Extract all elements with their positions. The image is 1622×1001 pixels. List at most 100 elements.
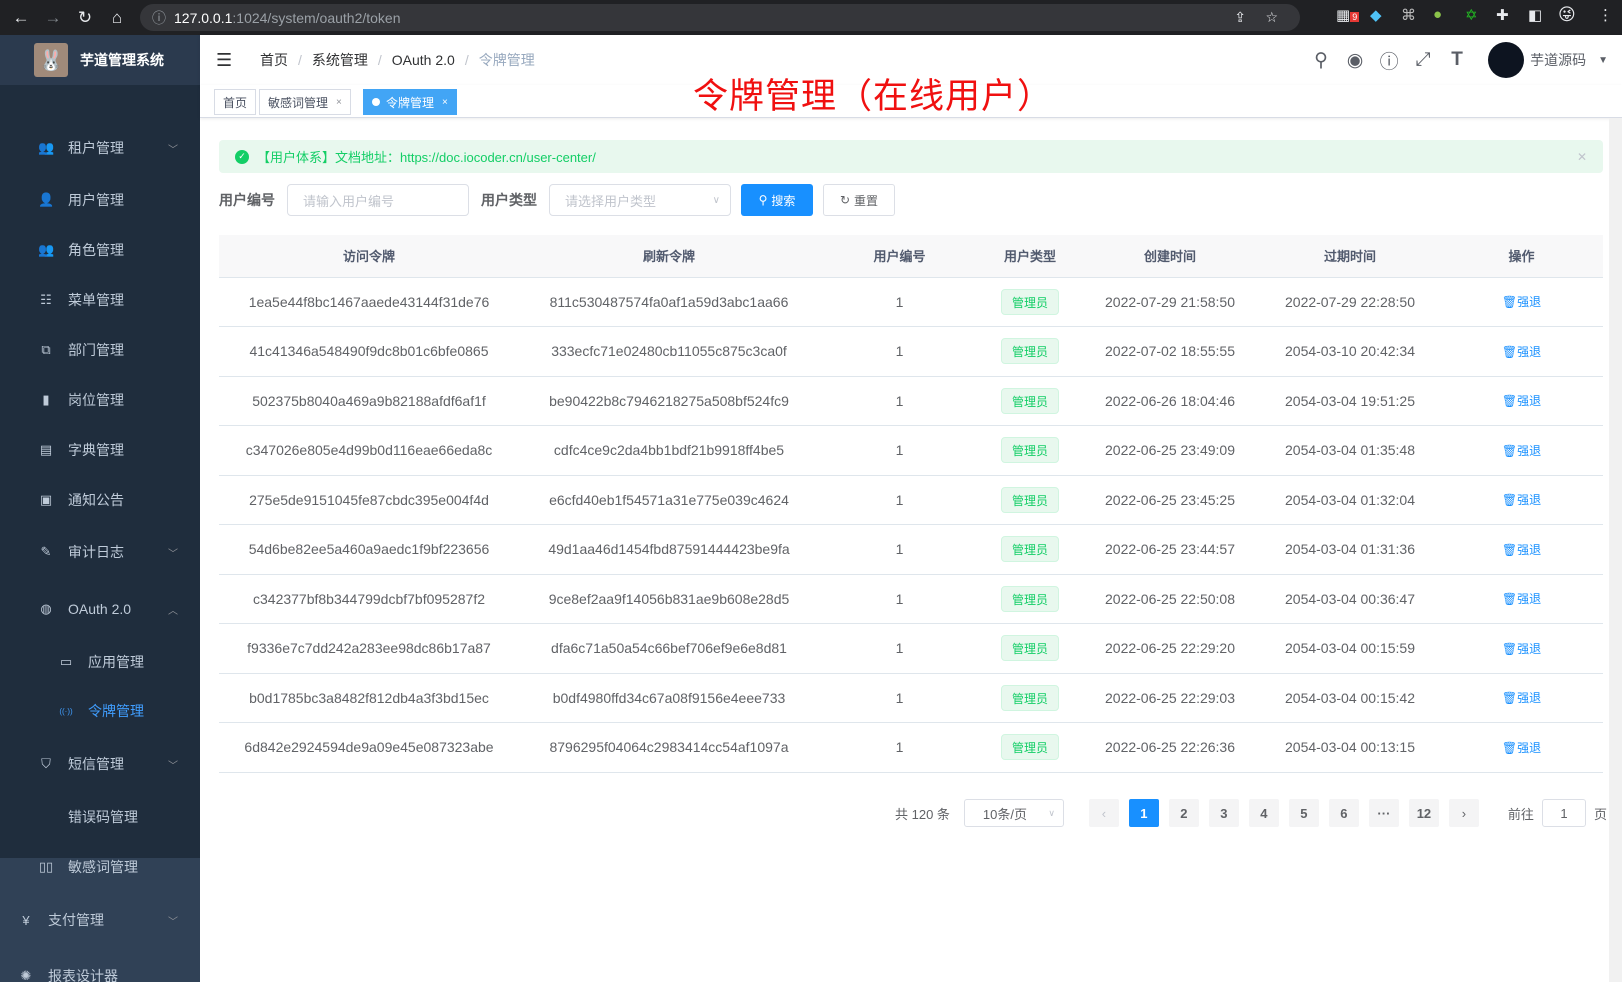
page-button[interactable]: 3: [1208, 799, 1239, 827]
sidebar-item-4[interactable]: ⧉ 部门管理: [0, 325, 200, 375]
cell: 2054-03-04 01:35:48: [1260, 425, 1440, 476]
sidebar-item-14[interactable]: ▯▯ 敏感词管理: [0, 842, 200, 892]
close-icon[interactable]: ✕: [1576, 149, 1587, 164]
breadcrumb-oauth[interactable]: OAuth 2.0: [391, 52, 455, 68]
sidebar-item-7[interactable]: ▣ 通知公告: [0, 475, 200, 525]
cell: 1: [819, 722, 980, 773]
sms-icon: ⛉: [41, 756, 51, 771]
page-size-select[interactable]: 10条/页 ∨: [963, 799, 1064, 827]
cell: 275e5de9151045fe87cbdc395e004f4d: [219, 475, 519, 525]
sidebar-item-5[interactable]: ▮ 岗位管理: [0, 375, 200, 425]
cell: 2022-06-25 23:45:25: [1080, 475, 1260, 525]
tag-sensitive-word[interactable]: 敏感词管理 ×: [259, 89, 351, 115]
sidebar-item-8[interactable]: ✎ 审计日志 ﹀: [0, 527, 200, 577]
page-button[interactable]: 12: [1408, 799, 1439, 827]
caret-down-icon[interactable]: ▼: [1598, 54, 1608, 66]
chevron-down-icon: ﹀: [168, 760, 178, 772]
page-size-value: 10条/页: [982, 806, 1027, 822]
back-icon[interactable]: ←: [12, 7, 30, 27]
user-id-input[interactable]: 请输入用户编号: [287, 184, 469, 216]
page-button[interactable]: 4: [1248, 799, 1279, 827]
action-cell: 🗑强退: [1440, 326, 1603, 377]
page-button[interactable]: 1: [1128, 799, 1159, 827]
sidebar-item-9[interactable]: ◍ OAuth 2.0 ︿: [0, 584, 200, 634]
sidebar-item-1[interactable]: 👤 用户管理: [0, 175, 200, 225]
tag-token[interactable]: 令牌管理 ×: [363, 89, 457, 115]
sidebar-item-10[interactable]: ▭ 应用管理: [0, 637, 200, 687]
search-icon: ⚲: [758, 193, 768, 207]
command-extension-icon[interactable]: ⌘: [1401, 7, 1416, 24]
force-logout-link[interactable]: 🗑强退: [1502, 592, 1541, 606]
force-logout-link[interactable]: 🗑强退: [1502, 295, 1541, 309]
search-button[interactable]: ⚲ 搜索: [741, 184, 813, 216]
hamburger-icon[interactable]: ☰: [216, 49, 233, 70]
cell: 管理员: [980, 277, 1080, 327]
sidebar-item-13[interactable]: 错误码管理: [0, 792, 200, 842]
breadcrumb-system[interactable]: 系统管理: [311, 52, 368, 68]
page-button[interactable]: 6: [1328, 799, 1359, 827]
avatar[interactable]: [1488, 42, 1525, 78]
cell: 1: [819, 277, 980, 327]
force-logout-link[interactable]: 🗑强退: [1502, 345, 1541, 359]
next-page-button[interactable]: ›: [1448, 799, 1479, 827]
user-type-badge: 管理员: [1000, 684, 1059, 711]
force-logout-link[interactable]: 🗑强退: [1502, 642, 1541, 656]
sidebar-item-12[interactable]: ⛉ 短信管理 ﹀: [0, 739, 200, 789]
star-icon[interactable]: ☆: [1265, 9, 1278, 25]
sidebar-item-2[interactable]: 👥 角色管理: [0, 225, 200, 275]
page-button[interactable]: 2: [1168, 799, 1199, 827]
fullscreen-icon[interactable]: ⤢: [1415, 49, 1431, 70]
cell: 管理员: [980, 475, 1080, 525]
cell: 2022-06-25 22:29:03: [1080, 673, 1260, 723]
gem-extension-icon[interactable]: ◆: [1370, 7, 1382, 24]
sidebar-item-3[interactable]: ☷ 菜单管理: [0, 275, 200, 325]
force-logout-link[interactable]: 🗑强退: [1502, 691, 1541, 705]
alert-text[interactable]: 【用户体系】文档地址：https://doc.iocoder.cn/user-c…: [257, 150, 596, 165]
sidepanel-icon[interactable]: ◧: [1528, 7, 1543, 24]
user-type-badge: 管理员: [1000, 536, 1059, 563]
sidebar-item-11[interactable]: ((·)) 令牌管理: [0, 686, 200, 736]
star-extension-icon[interactable]: ✡: [1465, 7, 1478, 24]
force-logout-link[interactable]: 🗑强退: [1502, 444, 1541, 458]
profile-avatar[interactable]: 😜: [1558, 5, 1576, 24]
post-icon: ▮: [42, 392, 50, 407]
sidebar-logo[interactable]: 🐰 芋道管理系统: [0, 35, 200, 85]
share-icon[interactable]: ⇪: [1234, 9, 1246, 25]
breadcrumb-home[interactable]: 首页: [260, 52, 288, 68]
puzzle-icon[interactable]: ✚: [1496, 7, 1509, 24]
sidebar-item-6[interactable]: ▤ 字典管理: [0, 425, 200, 475]
extension-icon[interactable]: ▦ 9: [1336, 7, 1360, 24]
help-icon[interactable]: ⓘ: [1379, 51, 1399, 73]
reset-button[interactable]: ↻ 重置: [823, 184, 895, 216]
github-icon[interactable]: ◉: [1346, 49, 1364, 71]
user-type-select[interactable]: 请选择用户类型 ∨: [549, 184, 731, 216]
username[interactable]: 芋道源码: [1530, 52, 1587, 68]
font-size-icon[interactable]: T: [1451, 49, 1463, 70]
force-logout-link[interactable]: 🗑强退: [1502, 741, 1541, 755]
sidebar-item-16[interactable]: ✺ 报表设计器: [0, 951, 200, 1001]
scrollbar[interactable]: [1609, 118, 1622, 982]
close-icon[interactable]: ×: [336, 96, 342, 108]
home-icon[interactable]: ⌂: [111, 7, 123, 27]
page-button[interactable]: ···: [1368, 799, 1399, 827]
search-icon[interactable]: ⚲: [1314, 49, 1329, 71]
close-icon[interactable]: ×: [442, 96, 448, 108]
force-logout-link[interactable]: 🗑强退: [1502, 493, 1541, 507]
total-count: 共 120 条: [895, 806, 950, 822]
force-logout-link[interactable]: 🗑强退: [1502, 543, 1541, 557]
cell: 2022-07-29 21:58:50: [1080, 277, 1260, 327]
tag-home[interactable]: 首页: [214, 89, 257, 115]
goto-page-input[interactable]: 1: [1541, 799, 1586, 827]
sidebar-item-0[interactable]: 👥 租户管理 ﹀: [0, 123, 200, 173]
force-logout-link[interactable]: 🗑强退: [1502, 394, 1541, 408]
page-button[interactable]: 5: [1288, 799, 1319, 827]
sidebar-item-15[interactable]: ¥ 支付管理 ﹀: [0, 895, 200, 945]
prev-page-button[interactable]: ‹: [1088, 799, 1119, 827]
more-icon[interactable]: ⋮: [1598, 7, 1613, 24]
address-bar[interactable]: ⓘ 127.0.0.1:1024/system/oauth2/token ⇪ ☆: [140, 4, 1300, 31]
forward-icon[interactable]: →: [44, 7, 62, 27]
reload-icon[interactable]: ↻: [77, 7, 93, 27]
circle-extension-icon[interactable]: ●: [1433, 6, 1443, 23]
sidebar-item-label: 用户管理: [68, 192, 124, 208]
message-icon: ▣: [39, 492, 53, 507]
